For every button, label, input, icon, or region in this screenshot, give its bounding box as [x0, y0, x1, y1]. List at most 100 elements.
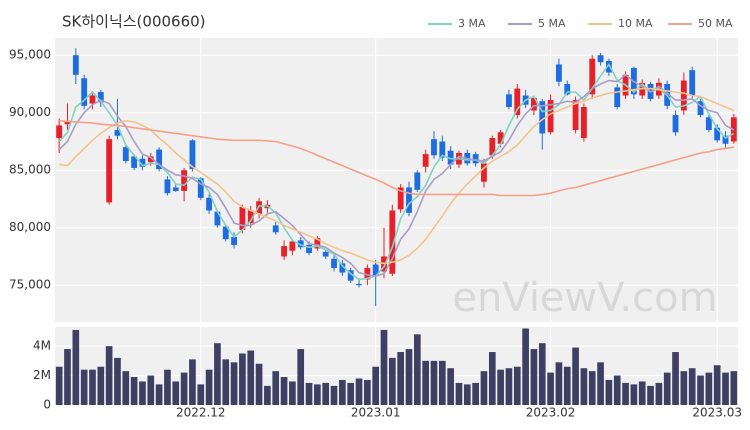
candle-body — [181, 170, 188, 191]
candle-body — [222, 226, 229, 240]
volume-bar — [430, 360, 438, 405]
candle-body — [364, 267, 371, 280]
candle-body — [389, 210, 396, 274]
volume-bar — [222, 359, 230, 405]
volume-bar — [505, 368, 513, 405]
candle-body — [605, 60, 612, 73]
volume-bar — [297, 349, 305, 405]
volume-bar — [197, 384, 205, 405]
volume-bar — [314, 384, 321, 405]
candle-body — [322, 251, 329, 257]
volume-bar — [114, 357, 121, 405]
y-tick-label: 75,000 — [9, 278, 51, 292]
volume-bar — [272, 371, 280, 405]
volume-bar — [522, 328, 529, 405]
candle-body — [239, 207, 246, 231]
volume-bar — [680, 371, 688, 405]
volume-bar — [630, 384, 638, 405]
volume-bar — [264, 385, 271, 405]
candle-body — [414, 172, 421, 190]
volume-bar — [572, 347, 579, 405]
candle-body — [339, 263, 346, 273]
volume-bar — [638, 381, 646, 405]
y-tick-label: 90,000 — [9, 105, 51, 119]
volume-bar — [513, 366, 521, 405]
candle-body — [564, 83, 571, 95]
volume-bar — [697, 375, 704, 405]
candle-body — [197, 178, 204, 198]
volume-bar — [538, 343, 546, 405]
candle-body — [556, 64, 562, 82]
volume-bar — [355, 378, 363, 405]
volume-bar — [605, 379, 613, 405]
candle-body — [672, 115, 679, 133]
candle-body — [56, 125, 63, 139]
volume-bar — [380, 329, 388, 405]
x-tick-label: 2023.03 — [692, 406, 742, 420]
candle-body — [506, 94, 512, 107]
volume-bar — [713, 365, 721, 405]
candle-body — [539, 101, 546, 134]
volume-bar — [347, 382, 355, 405]
candle-body — [256, 201, 262, 214]
candle-body — [164, 179, 171, 194]
candle-body — [514, 88, 521, 116]
volume-bar — [588, 371, 596, 405]
volume-bar — [730, 371, 738, 405]
volume-bar — [497, 369, 504, 405]
volume-bar — [705, 372, 713, 405]
candle-body — [481, 163, 487, 182]
volume-bar — [330, 385, 338, 405]
volume-bar — [563, 366, 571, 405]
candle-body — [406, 187, 412, 213]
candle-body — [97, 92, 104, 103]
y-tick-label: 80,000 — [9, 220, 51, 234]
candle-body — [64, 120, 71, 125]
volume-bar — [139, 381, 146, 405]
candle-body — [589, 58, 596, 95]
candle-body — [172, 187, 179, 191]
candle-body — [314, 238, 321, 249]
volume-bar — [622, 382, 629, 405]
x-tick-label: 2023.01 — [351, 406, 401, 420]
candle-body — [289, 241, 296, 251]
candle-body — [81, 78, 88, 106]
candle-body — [372, 264, 379, 277]
volume-bar — [647, 385, 654, 405]
candle-body — [139, 158, 146, 167]
candle-body — [431, 139, 437, 156]
candle-body — [347, 270, 354, 281]
volume-bar — [463, 384, 471, 405]
candle-body — [697, 101, 704, 116]
volume-bar — [472, 382, 479, 405]
candle-body — [297, 240, 304, 248]
volume-bar — [413, 334, 421, 405]
volume-bar — [339, 379, 346, 405]
volume-bar — [255, 363, 263, 405]
candle-body — [281, 246, 287, 257]
ma-line — [59, 87, 735, 265]
volume-bar — [230, 362, 238, 405]
volume-bar — [105, 346, 113, 405]
volume-bar — [247, 350, 255, 405]
ma-line — [58, 73, 735, 277]
volume-bar — [72, 329, 80, 405]
volume-bar — [555, 362, 563, 405]
volume-bar — [655, 382, 663, 405]
candle-body — [489, 138, 496, 156]
volume-bar — [239, 353, 246, 405]
volume-bar — [722, 372, 729, 405]
volume-bar — [372, 366, 380, 405]
candle-body — [331, 258, 337, 268]
volume-bar — [530, 349, 538, 405]
volume-bar — [147, 375, 155, 405]
candle-body — [705, 117, 712, 130]
candle-body — [422, 154, 429, 167]
candle-body — [597, 55, 604, 63]
candle-body — [714, 127, 721, 141]
volume-bar — [280, 377, 288, 405]
candle-body — [231, 236, 237, 245]
volume-bar — [155, 384, 163, 405]
candle-body — [722, 135, 729, 144]
